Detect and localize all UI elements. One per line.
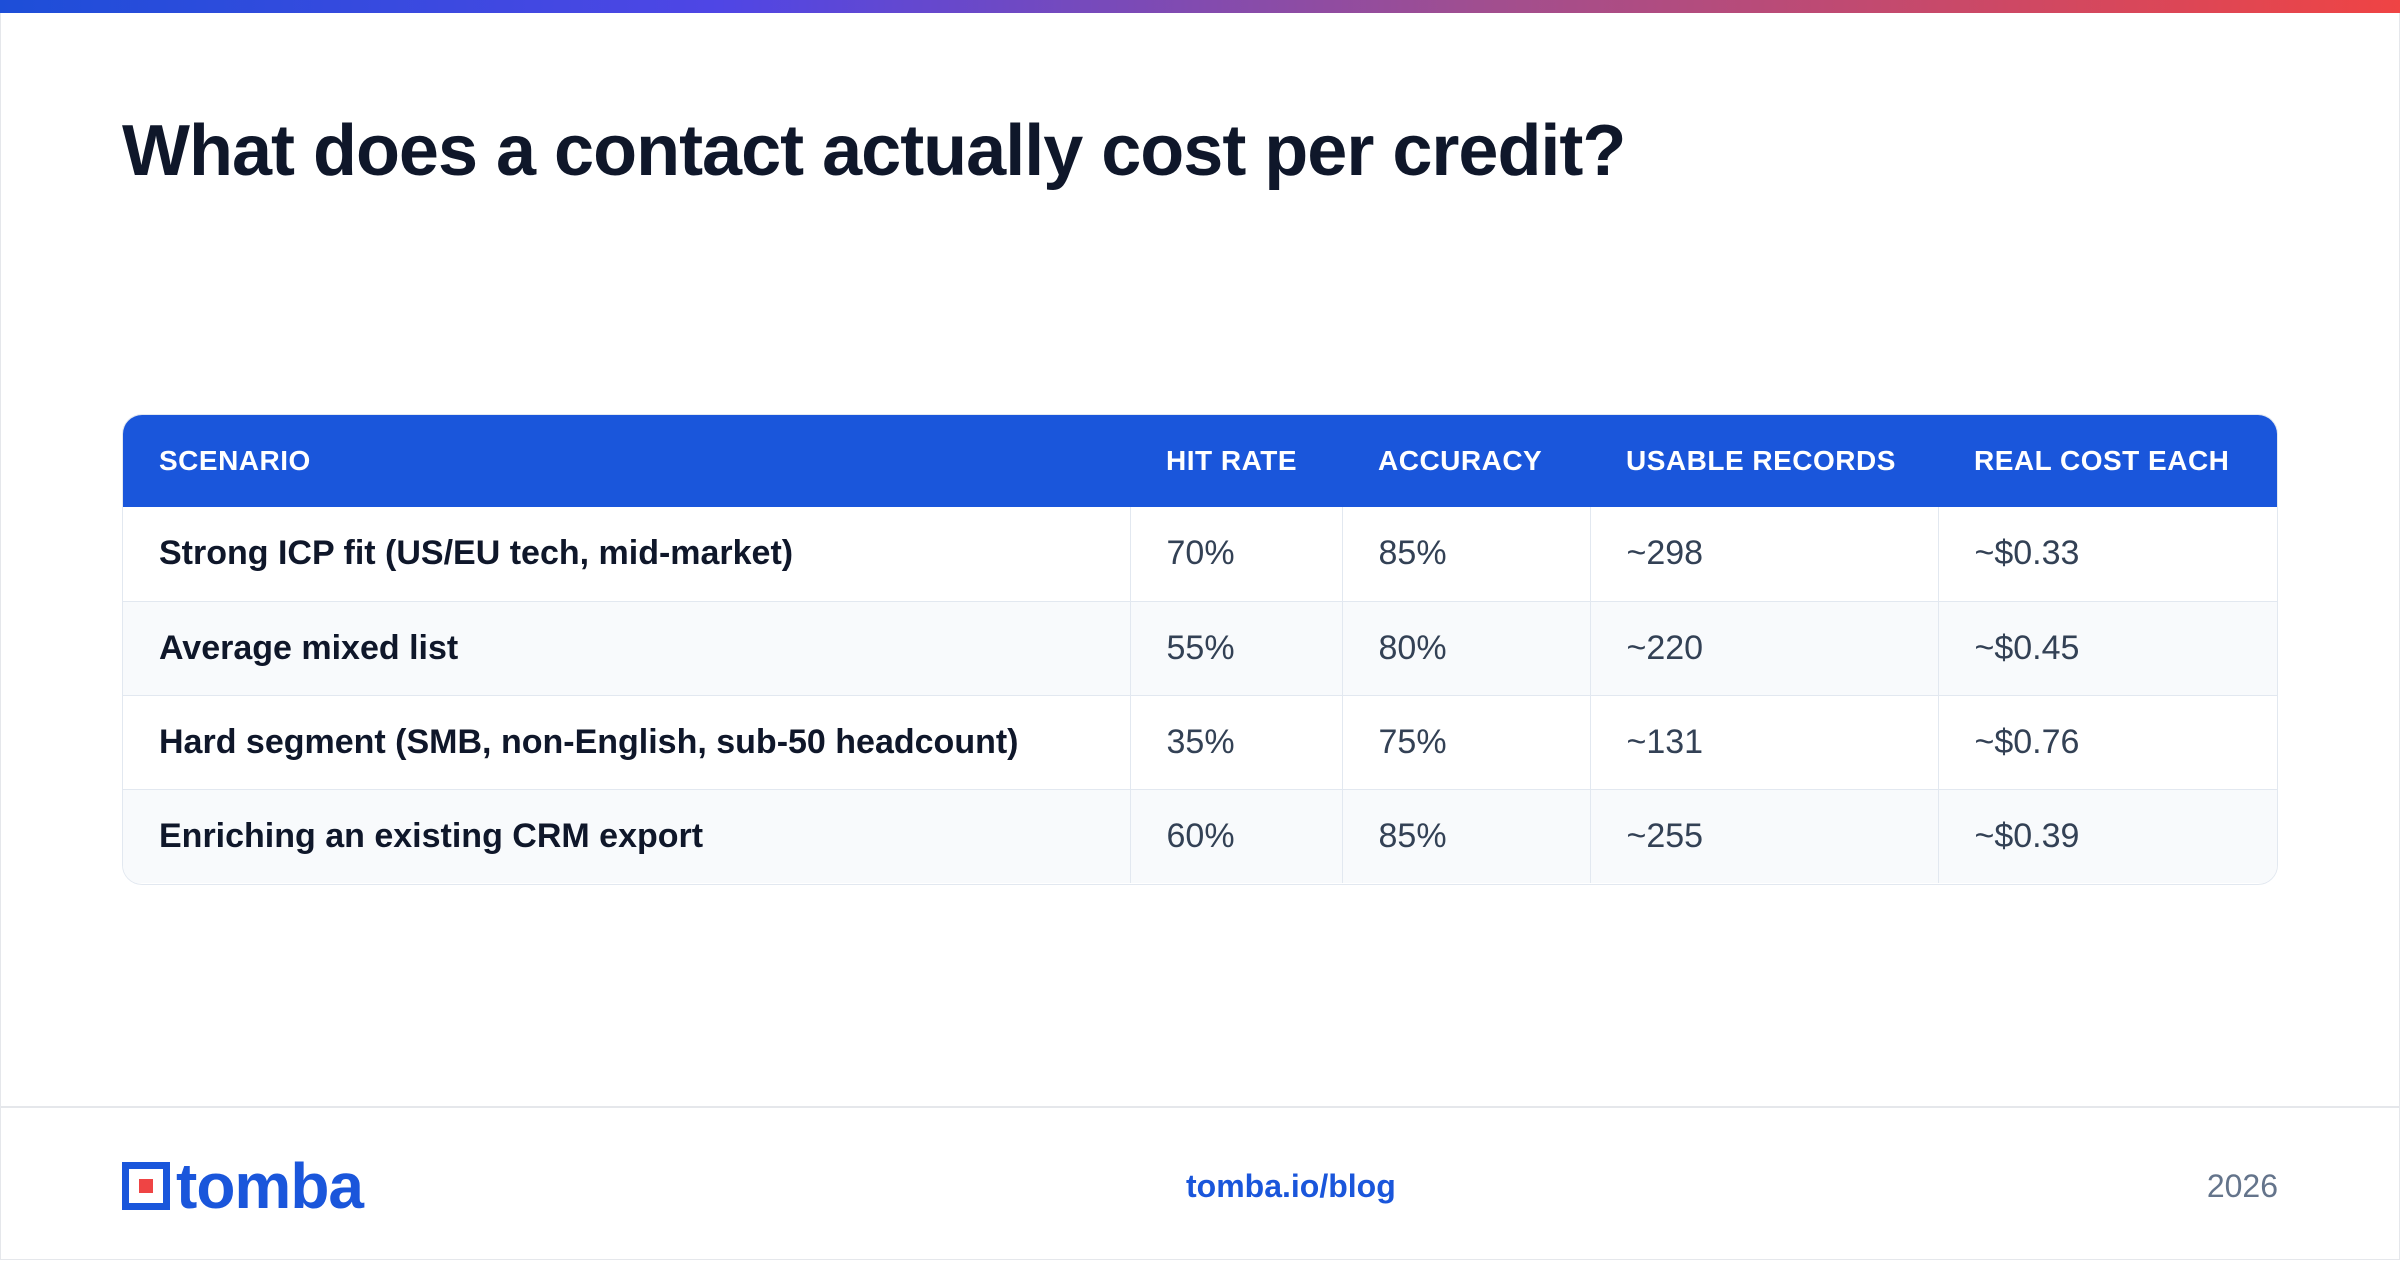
cell-real-cost-each: ~$0.33 bbox=[1937, 507, 2277, 601]
cell-accuracy: 80% bbox=[1341, 600, 1590, 695]
footer-year: 2026 bbox=[2206, 1168, 2278, 1204]
cell-scenario: Enriching an existing CRM export bbox=[123, 788, 1130, 883]
table-row: Hard segment (SMB, non-English, sub-50 h… bbox=[123, 694, 2277, 789]
cell-hit-rate: 35% bbox=[1129, 694, 1342, 789]
cost-table-card: SCENARIO HIT RATE ACCURACY USABLE RECORD… bbox=[122, 414, 2278, 885]
cell-real-cost-each: ~$0.76 bbox=[1937, 694, 2277, 789]
cell-scenario: Strong ICP fit (US/EU tech, mid-market) bbox=[159, 534, 794, 573]
cell-hit-rate: 55% bbox=[1129, 600, 1342, 695]
column-header-accuracy: ACCURACY bbox=[1378, 445, 1543, 476]
cell-hit-rate: 60% bbox=[1129, 788, 1342, 883]
cell-real-cost-each: ~$0.39 bbox=[1937, 788, 2277, 883]
blog-link[interactable]: tomba.io/blog bbox=[1186, 1168, 1396, 1204]
column-header-scenario: SCENARIO bbox=[159, 445, 311, 476]
tomba-logo[interactable]: tomba bbox=[122, 1150, 364, 1222]
cell-usable-records: ~220 bbox=[1589, 600, 1938, 695]
logo-wordmark: tomba bbox=[176, 1150, 364, 1222]
cost-table: SCENARIO HIT RATE ACCURACY USABLE RECORD… bbox=[123, 415, 2277, 883]
table-row: Enriching an existing CRM export 60% 85%… bbox=[123, 788, 2277, 883]
cell-real-cost-each: ~$0.45 bbox=[1937, 600, 2277, 695]
cell-usable-records: ~298 bbox=[1589, 507, 1938, 601]
table-row: Strong ICP fit (US/EU tech, mid-market) … bbox=[123, 507, 2277, 601]
cell-hit-rate: 70% bbox=[1129, 507, 1342, 601]
cell-scenario: Average mixed list bbox=[123, 600, 1130, 695]
gradient-top-bar bbox=[0, 0, 2400, 13]
column-header-usable-records: USABLE RECORDS bbox=[1626, 445, 1896, 476]
column-header-hit-rate: HIT RATE bbox=[1166, 445, 1298, 476]
column-header-real-cost-each: REAL COST EACH bbox=[1974, 445, 2230, 476]
cell-usable-records: ~131 bbox=[1589, 694, 1938, 789]
cell-accuracy: 85% bbox=[1341, 507, 1590, 601]
cell-accuracy: 75% bbox=[1341, 694, 1590, 789]
footer: tomba tomba.io/blog 2026 bbox=[0, 1106, 2400, 1262]
cell-scenario: Hard segment (SMB, non-English, sub-50 h… bbox=[123, 694, 1130, 789]
table-row: Average mixed list 55% 80% ~220 ~$0.45 bbox=[123, 600, 2277, 695]
cell-accuracy: 85% bbox=[1341, 788, 1590, 883]
cell-usable-records: ~255 bbox=[1589, 788, 1938, 883]
logo-mark-icon bbox=[122, 1162, 170, 1210]
table-header-row: SCENARIO HIT RATE ACCURACY USABLE RECORD… bbox=[123, 415, 2277, 507]
page-title: What does a contact actually cost per cr… bbox=[122, 111, 1626, 191]
